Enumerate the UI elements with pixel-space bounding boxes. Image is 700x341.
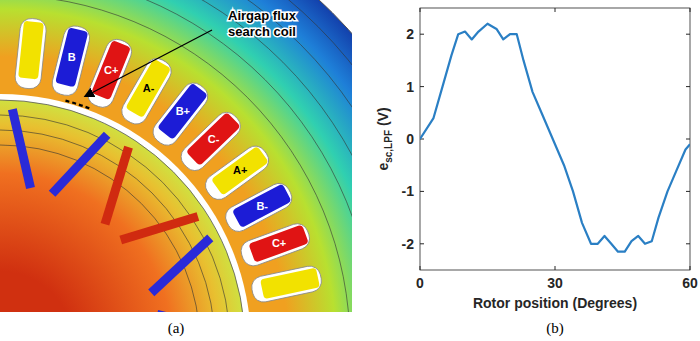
y-tick-label: 0: [406, 131, 414, 147]
coil: [211, 146, 269, 196]
figure: B C+ A- B+ C- A+ B- C+ Airgap fluxsearch coil (a)…: [0, 0, 700, 341]
search-coil: [65, 101, 90, 109]
slot: [50, 24, 92, 98]
y-tick: [420, 191, 424, 192]
coil: [91, 40, 131, 100]
rotor: [0, 100, 245, 312]
magnet: [121, 216, 198, 240]
x-tick-label: 0: [416, 275, 424, 291]
magnet: [151, 238, 210, 293]
annotation-arrow: [85, 30, 212, 96]
coil: [232, 184, 292, 228]
x-tick-label: 60: [682, 275, 698, 291]
slot-label: B+: [176, 105, 190, 117]
slot: [250, 264, 324, 304]
machine-section: [0, 0, 352, 312]
coil: [55, 27, 88, 87]
x-tick: [420, 266, 421, 270]
slot-label: A-: [143, 82, 155, 94]
magnet: [12, 109, 30, 188]
x-tick: [420, 8, 421, 12]
y-tick: [420, 243, 424, 244]
stator-edge: [0, 0, 352, 312]
x-tick: [555, 8, 556, 12]
slot-label: B-: [256, 200, 268, 212]
slot-opening: [250, 264, 324, 304]
y-tick: [686, 34, 690, 35]
flux-line: [0, 0, 350, 312]
y-tick: [686, 139, 690, 140]
slot-opening: [50, 24, 92, 98]
slot: [222, 180, 296, 236]
panel-label: (a): [168, 320, 185, 337]
airgap: [0, 94, 251, 312]
magnet: [105, 147, 129, 224]
plot-area: [420, 24, 690, 252]
x-tick: [690, 266, 691, 270]
y-tick: [686, 243, 690, 244]
line: [420, 24, 690, 252]
y-tick-label: -1: [402, 183, 415, 199]
coil: [186, 112, 241, 166]
slot: [14, 17, 47, 89]
slot-opening: [238, 221, 313, 269]
x-tick-label: 30: [547, 275, 563, 291]
y-tick: [686, 191, 690, 192]
flux-line: [0, 0, 352, 312]
plot-frame: [420, 8, 690, 270]
panel-label: (b): [546, 320, 564, 337]
annotation: Airgap fluxsearch coil: [228, 8, 297, 39]
slot-opening: [222, 180, 296, 236]
x-tick: [690, 8, 691, 12]
slot: [238, 221, 313, 269]
coil: [157, 83, 208, 140]
slot-labels: B C+ A- B+ C- A+ B- C+: [68, 51, 286, 250]
coil: [125, 59, 171, 118]
slot-label: C+: [104, 64, 118, 76]
slot-label: C-: [208, 133, 220, 145]
x-axis-title: Rotor position (Degrees): [473, 295, 637, 311]
coil: [248, 224, 308, 262]
coil: [18, 21, 44, 80]
slot-opening: [14, 17, 47, 89]
coil: [260, 268, 320, 299]
y-tick-label: -2: [402, 236, 415, 252]
stator: [0, 0, 352, 312]
y-tick-label: 2: [406, 26, 414, 42]
y-tick-label: 1: [406, 79, 414, 95]
slot-label: C+: [272, 237, 286, 249]
y-tick: [686, 86, 690, 87]
flux-line: [0, 0, 352, 312]
y-tick: [420, 86, 424, 87]
flux-line: [0, 0, 352, 312]
flux-line: [0, 0, 352, 312]
magnet: [52, 135, 107, 194]
x-tick: [555, 266, 556, 270]
slot-label: B: [68, 51, 76, 63]
slot-label: A+: [233, 164, 247, 176]
y-axis-title: esc,LPF (V): [375, 107, 394, 170]
y-tick: [420, 34, 424, 35]
